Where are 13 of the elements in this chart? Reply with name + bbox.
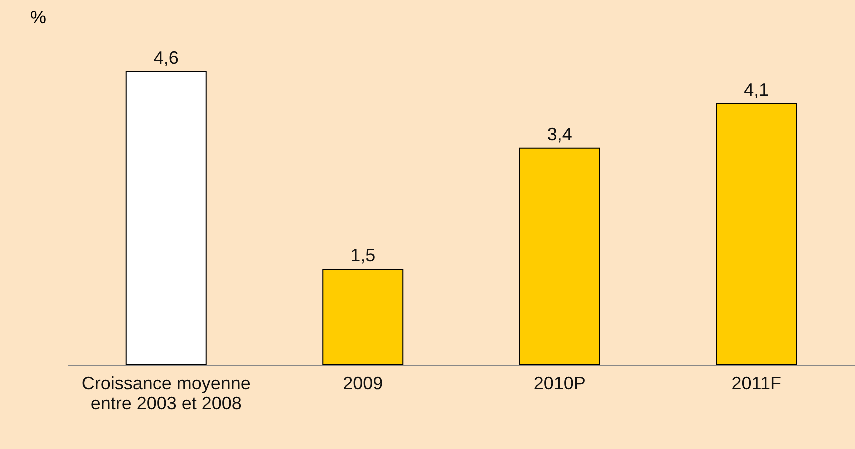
bar — [322, 268, 404, 366]
bar — [519, 148, 600, 366]
data-label: 4,1 — [744, 80, 770, 100]
data-label: 4,6 — [154, 48, 179, 68]
y-axis-title: % — [30, 8, 47, 28]
data-label: 3,4 — [547, 124, 572, 144]
x-tick-label: 2009 — [343, 374, 384, 394]
x-tick-label: 2010P — [534, 374, 586, 394]
data-label: 1,5 — [350, 245, 376, 266]
bar — [126, 72, 207, 366]
x-tick-label: Croissance moyenne entre 2003 et 2008 — [82, 374, 251, 414]
x-tick-label: 2011F — [732, 374, 782, 394]
bar — [716, 103, 798, 366]
